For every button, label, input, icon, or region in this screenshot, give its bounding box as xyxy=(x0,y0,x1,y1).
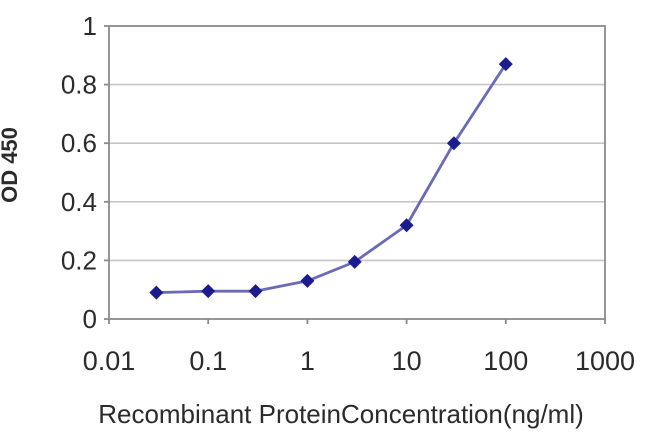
data-point-marker xyxy=(149,285,164,300)
data-point-marker xyxy=(399,218,414,233)
y-tick-label: 0.8 xyxy=(61,70,97,100)
data-point-marker xyxy=(201,284,216,299)
y-tick-label: 0.2 xyxy=(61,245,97,275)
y-tick-label: 0 xyxy=(83,304,97,334)
x-tick-label: 1000 xyxy=(575,346,635,376)
data-point-marker xyxy=(248,284,263,299)
data-point-marker xyxy=(498,57,513,72)
y-tick-label: 0.4 xyxy=(61,187,97,217)
y-axis-title: OD 450 xyxy=(0,127,22,203)
data-point-marker xyxy=(300,273,315,288)
plot-border xyxy=(108,25,606,320)
data-point-marker xyxy=(347,254,362,269)
data-point-marker xyxy=(446,136,461,151)
x-tick-label: 1 xyxy=(300,346,315,376)
x-tick-label: 10 xyxy=(392,346,422,376)
x-tick-label: 100 xyxy=(483,346,528,376)
x-tick-label: 0.01 xyxy=(83,346,136,376)
x-axis-title: Recombinant ProteinConcentration(ng/ml) xyxy=(98,399,584,429)
y-tick-label: 1 xyxy=(83,11,97,41)
x-tick-label: 0.1 xyxy=(189,346,227,376)
y-tick-label: 0.6 xyxy=(61,128,97,158)
data-line xyxy=(154,62,508,295)
